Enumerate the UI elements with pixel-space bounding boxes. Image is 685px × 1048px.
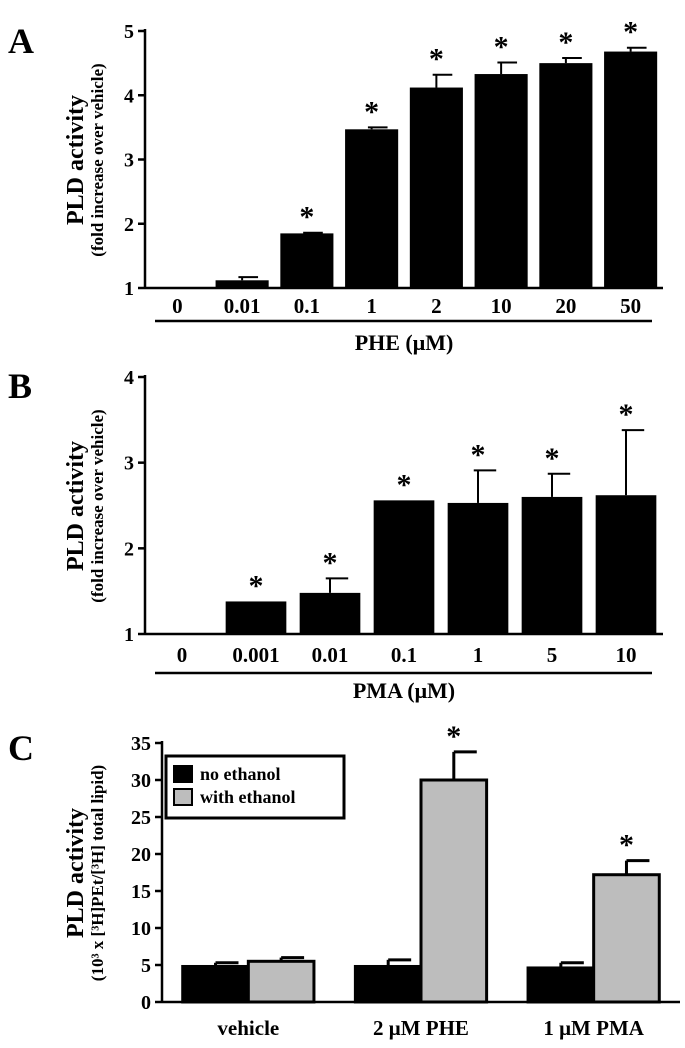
panel-b-ylabel-sub: (fold increase over vehicle) (88, 409, 107, 602)
panel-a-bar (345, 129, 399, 288)
panel-a-category-label: 0.01 (224, 294, 261, 318)
panel-c-legend-label: no ethanol (200, 764, 281, 784)
panel-a-category-label: 0 (172, 294, 183, 318)
panel-c-category-label: 2 μM PHE (373, 1016, 469, 1040)
panel-b-significance-star: * (397, 468, 412, 501)
panel-b-y-tick-label: 4 (124, 367, 134, 389)
panel-c-legend-box (164, 754, 346, 820)
panel-b-ylabel-main: PLD activity (63, 441, 89, 571)
panel-b-bar (151, 633, 213, 634)
panel-c-y-tick-label: 5 (141, 955, 151, 977)
panel-c-bar-no-ethanol (181, 964, 250, 1004)
panel-a-y-tick-label: 4 (124, 85, 134, 107)
panel-a-ylabel-sub: (fold increase over vehicle) (88, 63, 107, 256)
panel-c-ylabel-main: PLD activity (63, 808, 89, 938)
panel-c-bar-with-ethanol (419, 778, 489, 1004)
panel-c-y-tick-label: 30 (131, 770, 151, 792)
panel-b-category-label: 5 (547, 643, 558, 667)
panel-c-significance-star: * (619, 829, 634, 862)
panel-c-chart: C PLD activity(10³ x [³H]PEt/[³H] total l… (8, 720, 680, 1040)
panel-a-significance-star: * (623, 16, 638, 49)
panel-b-category-label: 0.01 (312, 643, 349, 667)
panel-c-bar-with-ethanol (592, 873, 661, 1004)
panel-b-bar (447, 502, 509, 634)
panel-c-bar-no-ethanol (353, 964, 423, 1004)
panel-a-significance-star: * (429, 43, 444, 76)
panel-a-bar (215, 280, 269, 288)
panel-a-chart: A PLD activity(fold increase over vehicle… (8, 16, 663, 355)
panel-a-category-label: 50 (620, 294, 641, 318)
panel-c-ylabel: PLD activity(10³ x [³H]PEt/[³H] total li… (63, 765, 107, 981)
panel-b-significance-star: * (619, 398, 634, 431)
panel-c-y-tick-label: 20 (131, 844, 151, 866)
panel-b-chart: B PLD activity(fold increase over vehicle… (8, 366, 663, 703)
panel-b-category-label: 0 (177, 643, 188, 667)
panel-a-ylabel: PLD activity(fold increase over vehicle) (63, 63, 107, 256)
panel-c-ylabel-sub: (10³ x [³H]PEt/[³H] total lipid) (88, 765, 107, 981)
panel-a-bar (409, 87, 463, 288)
panel-c-legend-swatch (173, 788, 193, 806)
panel-a-category-label: 20 (555, 294, 576, 318)
panel-b-x-title: PMA (μM) (353, 678, 455, 703)
panel-b-y-tick-label: 2 (124, 538, 134, 560)
panel-a-bar (604, 51, 658, 289)
panel-c-y-tick-label: 0 (141, 992, 151, 1014)
panel-b-bar (373, 500, 435, 634)
panel-c-bar-with-ethanol (246, 959, 316, 1004)
panel-a-category-label: 1 (366, 294, 377, 318)
panel-a-bar (474, 74, 528, 288)
panel-c-category-label: 1 μM PMA (543, 1016, 644, 1040)
panel-b-bar (299, 592, 361, 634)
panel-c-y-tick-label: 10 (131, 918, 151, 940)
panel-c-y-tick-label: 15 (131, 881, 151, 903)
panel-c-legend-swatch (173, 765, 193, 783)
panel-a-significance-star: * (494, 30, 509, 63)
panel-b-y-tick-label: 1 (124, 624, 134, 646)
panel-a-significance-star: * (558, 26, 573, 59)
panel-a-y-tick-label: 1 (124, 278, 134, 300)
panel-c-significance-star: * (446, 720, 461, 753)
panel-a-category-label: 2 (431, 294, 442, 318)
panel-c-letter: C (8, 728, 34, 768)
panel-c-y-tick-label: 35 (131, 733, 151, 755)
panel-b-significance-star: * (545, 442, 560, 475)
panel-a-letter: A (8, 21, 34, 61)
panel-b-significance-star: * (471, 438, 486, 471)
panel-b-bar (595, 495, 657, 634)
panel-a-y-tick-label: 2 (124, 214, 134, 236)
panel-c-category-label: vehicle (217, 1016, 279, 1040)
panel-a-y-tick-label: 5 (124, 21, 134, 43)
panel-a-y-tick-label: 3 (124, 150, 134, 172)
panel-a-bar (280, 233, 334, 288)
panel-b-category-label: 1 (473, 643, 484, 667)
panel-a-bar (150, 287, 204, 288)
panel-b-bar (521, 496, 583, 634)
panel-a-bar (539, 63, 593, 288)
panel-a-significance-star: * (299, 201, 314, 234)
panel-b-category-label: 0.1 (391, 643, 417, 667)
panel-b-category-label: 0.001 (232, 643, 279, 667)
panel-b-y-tick-label: 3 (124, 453, 134, 475)
panel-a-ylabel-main: PLD activity (63, 95, 89, 225)
panel-a-category-label: 0.1 (294, 294, 320, 318)
panel-c-y-tick-label: 25 (131, 807, 151, 829)
panel-b-category-label: 10 (616, 643, 637, 667)
panel-b-ylabel: PLD activity(fold increase over vehicle) (63, 409, 107, 602)
panel-a-significance-star: * (364, 95, 379, 128)
panel-c-bar-no-ethanol (526, 966, 596, 1004)
panel-b-significance-star: * (323, 546, 338, 579)
panel-a-category-label: 10 (491, 294, 512, 318)
panel-c-legend-label: with ethanol (200, 787, 296, 807)
panel-a-x-title: PHE (μM) (355, 330, 454, 355)
panel-b-letter: B (8, 366, 32, 406)
panel-b-significance-star: * (249, 569, 264, 602)
panel-b-bar (225, 601, 287, 634)
